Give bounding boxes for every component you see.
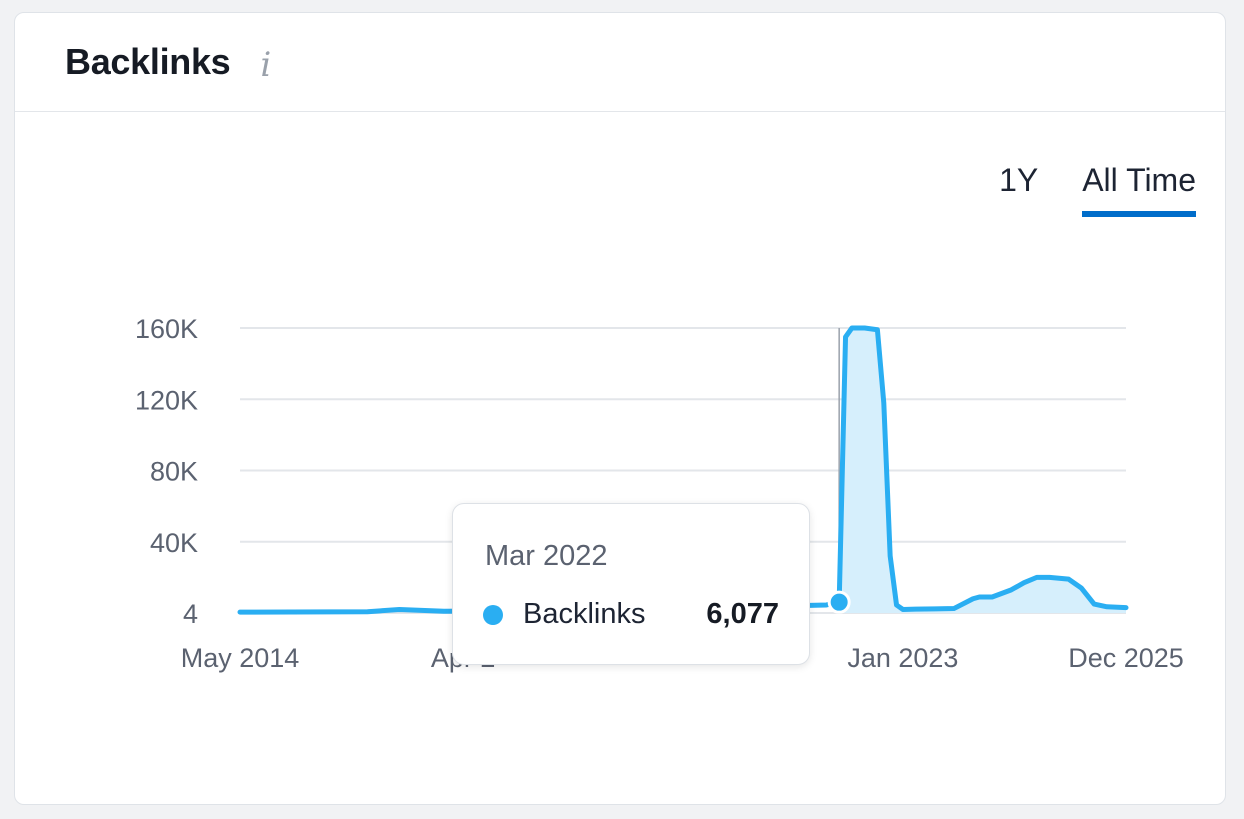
y-tick-label: 120K [135,385,198,415]
x-tick-label: Dec 2025 [1068,643,1184,673]
tooltip-series-name: Backlinks [523,598,646,630]
series-color-dot [483,604,503,625]
highlight-point [827,590,851,614]
tab-1y[interactable]: 1Y [999,162,1039,198]
card-header: Backlinks i [15,13,1225,112]
info-icon[interactable]: i [260,45,272,85]
chart-tooltip: Mar 2022 Backlinks 6,077 [452,503,810,665]
y-tick-label: 40K [150,528,198,558]
time-range-tabs: 1Y All Time [999,162,1196,217]
y-tick-label: 4 [183,599,198,629]
x-tick-label: Jan 2023 [847,643,958,673]
tab-all-time[interactable]: All Time [1082,162,1196,217]
y-tick-label: 80K [150,457,198,487]
backlinks-card: Backlinks i [14,12,1226,805]
card-title: Backlinks [65,41,231,82]
tooltip-row: Backlinks 6,077 [483,598,779,631]
y-tick-label: 160K [135,314,198,344]
series-area [839,328,1126,613]
tooltip-value: 6,077 [706,598,779,630]
x-tick-label: May 2014 [181,643,300,673]
tooltip-date: Mar 2022 [485,540,608,572]
